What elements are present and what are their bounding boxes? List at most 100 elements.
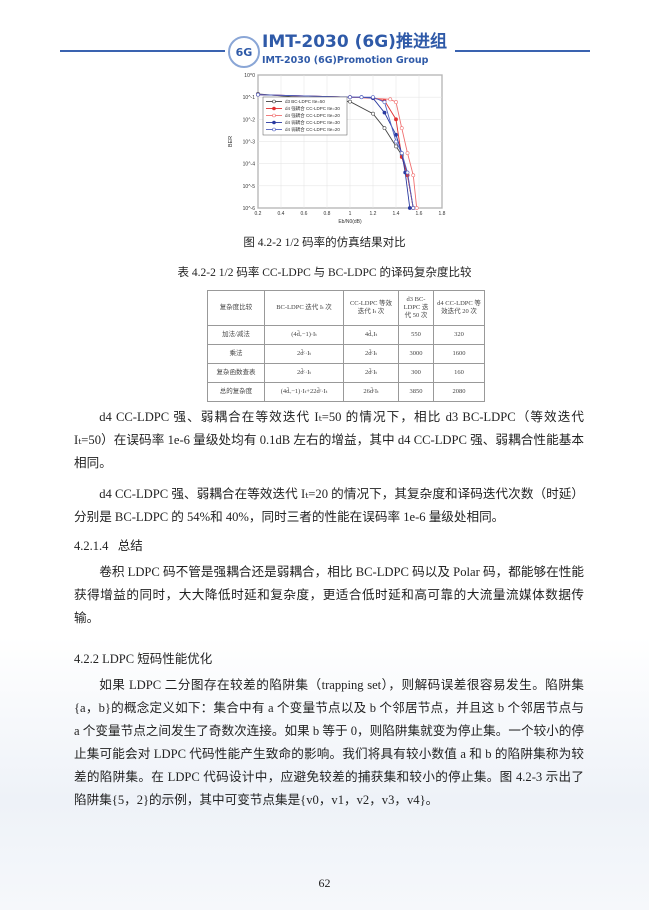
section-heading: 4.2.1.4 总结 — [74, 537, 584, 555]
cell: (4d̄ᵥ−1)·Iₜ+22d̄ᶜ·Iₜ — [264, 382, 344, 402]
x-tick-label: 0.8 — [324, 211, 331, 217]
table-row: 加法/减法 (4d̄ᵥ−1)·Iₜ 4d̄ᵥIₜ 550 320 — [207, 325, 485, 345]
ber-chart: 0.2 0.4 0.6 0.8 1 1.2 1.4 1.6 1.8 10^0 10^-1 10^-2 1… — [228, 73, 446, 225]
data-point — [371, 95, 375, 100]
data-point — [394, 100, 398, 104]
data-point — [371, 111, 375, 116]
cell: 4d̄ᵥIₜ — [343, 325, 399, 345]
x-axis-label: Eb/N0(dB) — [338, 219, 362, 225]
section-number: 4.2.1.4 — [74, 539, 109, 553]
data-point — [382, 110, 387, 115]
data-point — [348, 99, 352, 104]
x-tick-label: 0.2 — [255, 211, 262, 217]
data-point — [394, 139, 398, 144]
x-tick-label: 1.4 — [393, 211, 400, 217]
data-point — [382, 100, 387, 104]
y-axis-label: BER — [228, 136, 234, 147]
x-tick-label: 0.6 — [301, 211, 308, 217]
section-heading: 4.2.2 LDPC 短码性能优化 — [74, 652, 213, 666]
th: CC-LDPC 等效迭代 Iₜ 次 — [343, 290, 399, 326]
cell: 320 — [433, 325, 485, 345]
legend-label: d4 弱耦合 CC-LDPC Ite=20 — [285, 126, 340, 133]
legend-label: d4 弱耦合 CC-LDPC Ite=30 — [285, 119, 340, 126]
y-tick-label: 10^-4 — [243, 162, 256, 168]
cell: 1600 — [433, 344, 485, 364]
paragraph: 如果 LDPC 二分图存在较差的陷阱集（trapping set），则解码误差很… — [74, 678, 584, 807]
data-point — [394, 144, 398, 149]
x-tick-label: 1 — [349, 211, 352, 217]
figure-caption: 图 4.2-2 1/2 码率的仿真结果对比 — [243, 237, 406, 249]
th: 复杂度比较 — [207, 290, 265, 326]
header-subtitle: IMT-2030 (6G)Promotion Group — [262, 55, 429, 66]
header-line-left — [60, 50, 225, 52]
data-point — [394, 117, 398, 122]
cell: 乘法 — [207, 344, 265, 364]
paragraph: d4 CC-LDPC 强、弱耦合在等效迭代 Iₜ=20 的情况下，其复杂度和译码… — [74, 487, 584, 524]
data-point — [405, 151, 410, 155]
cell: 2080 — [433, 382, 485, 402]
page-number: 62 — [318, 876, 331, 890]
section-title: 总结 — [117, 539, 143, 553]
legend-marker — [272, 120, 276, 125]
data-point — [414, 206, 419, 210]
x-tick-label: 1.8 — [439, 211, 446, 217]
legend-label: d4 强耦合 CC-LDPC Ite=30 — [285, 105, 340, 112]
cell: 3000 — [398, 344, 434, 364]
cell: 加法/减法 — [207, 325, 265, 345]
y-tick-label: 10^-6 — [243, 206, 256, 212]
th: d3 BC-LDPC 迭代 50 次 — [398, 290, 434, 326]
cell: 2d̄ᶜIₜ — [343, 344, 399, 364]
legend-marker — [272, 127, 276, 132]
data-point — [394, 132, 398, 137]
cell: 26d̄ᶜIₜ — [343, 382, 399, 402]
y-tick-label: 10^-3 — [243, 140, 256, 146]
legend-marker — [272, 106, 276, 111]
body-text: d4 CC-LDPC 强、弱耦合在等效迭代 Iₜ=50 的情况下，相比 d3 B… — [74, 406, 584, 820]
paragraph: d4 CC-LDPC 强、弱耦合在等效迭代 Iₜ=50 的情况下，相比 d3 B… — [74, 410, 584, 470]
paragraph: 卷积 LDPC 码不管是强耦合还是弱耦合，相比 BC-LDPC 码以及 Pola… — [74, 565, 584, 625]
data-point — [399, 126, 404, 131]
cell: 2d̄ᶜ·Iₜ — [264, 363, 344, 383]
legend-marker — [272, 99, 276, 104]
y-tick-label: 10^-2 — [243, 117, 256, 123]
y-tick-label: 10^-1 — [243, 95, 256, 101]
cell: (4d̄ᵥ−1)·Iₜ — [264, 325, 344, 345]
cell: 总的复杂度 — [207, 382, 265, 402]
cell: 550 — [398, 325, 434, 345]
data-point — [382, 126, 387, 131]
table-caption: 表 4.2-2 1/2 码率 CC-LDPC 与 BC-LDPC 的译码复杂度比… — [177, 267, 472, 279]
cell: 复杂函数查表 — [207, 363, 265, 383]
y-tick-label: 10^-5 — [243, 184, 256, 190]
legend-marker — [272, 113, 276, 118]
legend-label: d3 BC-LDPC Ite=50 — [285, 99, 325, 104]
header-title: IMT-2030 (6G)推进组 — [262, 32, 447, 52]
legend-box — [262, 96, 348, 136]
complexity-table: 复杂度比较 BC-LDPC 迭代 Iₜ 次 CC-LDPC 等效迭代 Iₜ 次 … — [207, 290, 485, 402]
table-header-row: 复杂度比较 BC-LDPC 迭代 Iₜ 次 CC-LDPC 等效迭代 Iₜ 次 … — [207, 290, 485, 326]
data-point — [407, 206, 412, 210]
x-tick-label: 1.6 — [416, 211, 423, 217]
header-line-right — [455, 50, 590, 52]
cell: 300 — [398, 363, 434, 383]
cell: 160 — [433, 363, 485, 383]
logo: 6G — [228, 36, 260, 68]
data-point — [388, 97, 393, 102]
cell: 2d̄ᶜIₜ — [343, 363, 399, 383]
cell: 3850 — [398, 382, 434, 402]
data-point — [399, 151, 404, 155]
cell: 2d̄ᶜ·Iₜ — [264, 344, 344, 364]
table-row: 乘法 2d̄ᶜ·Iₜ 2d̄ᶜIₜ 3000 1600 — [207, 344, 485, 364]
y-tick-label: 10^0 — [244, 73, 255, 79]
x-tick-label: 0.4 — [278, 211, 285, 217]
legend-label: d4 强耦合 CC-LDPC Ite=20 — [285, 112, 340, 119]
table-row: 总的复杂度 (4d̄ᵥ−1)·Iₜ+22d̄ᶜ·Iₜ 26d̄ᶜIₜ 3850 2080 — [207, 382, 485, 402]
data-point — [359, 95, 364, 100]
th: d4 CC-LDPC 等效迭代 20 次 — [433, 290, 485, 326]
table-row: 复杂函数查表 2d̄ᶜ·Iₜ 2d̄ᶜIₜ 300 160 — [207, 363, 485, 383]
data-point — [405, 170, 410, 175]
data-point — [348, 95, 352, 100]
th: BC-LDPC 迭代 Iₜ 次 — [264, 290, 344, 326]
x-tick-label: 1.2 — [370, 211, 377, 217]
data-point — [256, 92, 260, 97]
data-point — [411, 206, 416, 210]
